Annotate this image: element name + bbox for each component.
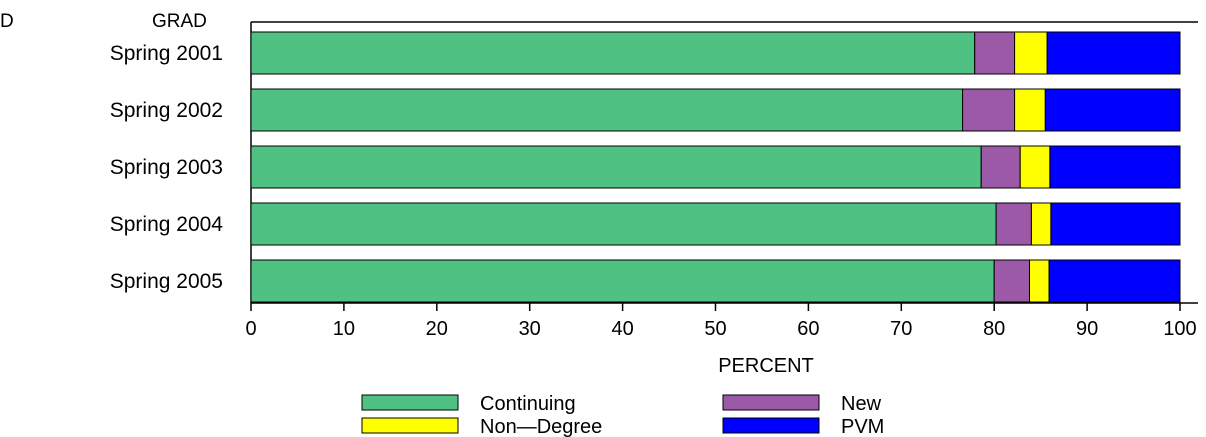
x-tick-label: 30 xyxy=(519,318,541,340)
legend: Continuing New Non—Degree PVM xyxy=(361,393,884,437)
legend-label-continuing: Continuing xyxy=(480,393,576,415)
category-label: Spring 2004 xyxy=(110,213,224,236)
x-tick-label: 10 xyxy=(333,318,355,340)
category-label: Spring 2001 xyxy=(110,42,223,65)
legend-swatch-continuing xyxy=(361,394,459,411)
x-tick-label: 50 xyxy=(704,318,726,340)
legend-label-non-degree: Non—Degree xyxy=(480,416,602,437)
bar-segment-continuing-3 xyxy=(250,145,982,189)
bar-segment-non-degree-2 xyxy=(1014,88,1046,132)
category-label: Spring 2002 xyxy=(110,99,223,122)
category-label: Spring 2003 xyxy=(110,156,223,179)
bar-segment-pvm-2 xyxy=(1044,88,1181,132)
legend-label-pvm: PVM xyxy=(841,416,884,437)
bar-segment-new-4 xyxy=(995,202,1032,246)
x-tick-label: 80 xyxy=(983,318,1005,340)
bar-segment-continuing-5 xyxy=(250,259,995,303)
legend-swatch-pvm xyxy=(722,417,820,434)
bar-segment-non-degree-4 xyxy=(1030,202,1052,246)
bar-segment-continuing-4 xyxy=(250,202,997,246)
legend-swatch-non-degree xyxy=(361,417,459,434)
bars-group xyxy=(250,31,1181,303)
bar-segment-new-1 xyxy=(974,31,1016,75)
bar-segment-non-degree-5 xyxy=(1029,259,1050,303)
bar-segment-new-2 xyxy=(962,88,1016,132)
bar-segment-new-5 xyxy=(993,259,1031,303)
x-axis-ticks: 0 10 20 30 40 50 60 70 80 90 100 xyxy=(245,303,1197,340)
category-labels: Spring 2001 Spring 2002 Spring 2003 Spring … xyxy=(110,42,224,293)
bar-segment-continuing-2 xyxy=(250,88,964,132)
corner-glyph: D xyxy=(0,11,14,32)
x-tick-label: 60 xyxy=(797,318,819,340)
x-tick-label: 20 xyxy=(426,318,448,340)
x-tick-label: 40 xyxy=(611,318,633,340)
category-label: Spring 2005 xyxy=(110,270,223,293)
x-axis-title: PERCENT xyxy=(718,355,814,377)
legend-label-new: New xyxy=(841,393,882,415)
group-label: GRAD xyxy=(152,11,207,32)
bar-segment-pvm-3 xyxy=(1049,145,1181,189)
x-tick-label: 70 xyxy=(890,318,912,340)
bar-segment-pvm-4 xyxy=(1050,202,1181,246)
x-tick-label: 90 xyxy=(1076,318,1098,340)
x-tick-label: 100 xyxy=(1163,318,1196,340)
bar-segment-new-3 xyxy=(980,145,1021,189)
bar-segment-non-degree-1 xyxy=(1014,31,1048,75)
bar-segment-pvm-1 xyxy=(1046,31,1181,75)
legend-swatch-new xyxy=(722,394,820,411)
bar-segment-non-degree-3 xyxy=(1019,145,1051,189)
x-tick-label: 0 xyxy=(245,318,256,340)
bar-segment-pvm-5 xyxy=(1048,259,1181,303)
bar-segment-continuing-1 xyxy=(250,31,976,75)
